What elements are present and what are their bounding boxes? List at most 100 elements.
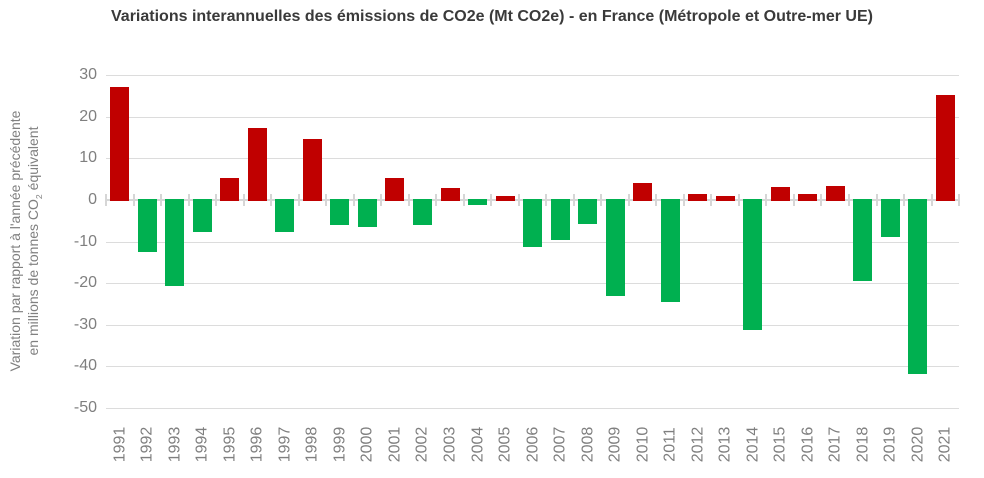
x-tick-label-2018: 2018: [854, 426, 872, 463]
y-tick-label-30: 30: [79, 66, 97, 83]
x-tick-label-1996: 1996: [248, 426, 266, 463]
category-tick: [545, 193, 548, 206]
x-tick-label-1995: 1995: [221, 426, 239, 463]
bar-2003: [440, 188, 460, 201]
bar-2000: [357, 198, 377, 227]
category-tick: [875, 193, 878, 206]
gridline--40: [106, 366, 959, 368]
category-tick: [765, 193, 768, 206]
x-tick-label-1998: 1998: [303, 426, 321, 463]
category-tick: [655, 193, 658, 206]
bar-2017: [825, 186, 845, 201]
bar-1992: [137, 198, 157, 252]
category-tick: [407, 193, 410, 206]
bar-1999: [330, 198, 350, 226]
category-tick: [380, 193, 383, 206]
x-tick-label-1999: 1999: [331, 426, 349, 463]
plot-area: [105, 75, 960, 409]
category-tick: [682, 193, 685, 206]
bar-2016: [798, 193, 818, 201]
bar-2019: [880, 198, 900, 238]
category-tick: [242, 193, 245, 206]
category-tick: [792, 193, 795, 206]
bar-2013: [715, 196, 735, 201]
y-tick-label--40: -40: [73, 357, 97, 375]
y-tick-label-10: 10: [79, 149, 97, 167]
bar-2021: [935, 94, 955, 201]
x-tick-label-2014: 2014: [744, 426, 762, 463]
bar-2011: [660, 198, 680, 302]
gridline--50: [106, 408, 959, 409]
category-tick: [847, 193, 850, 206]
gridline-20: [106, 116, 959, 118]
category-tick: [435, 193, 438, 206]
x-tick-label-2019: 2019: [881, 426, 899, 463]
bar-2015: [770, 186, 790, 201]
bar-1991: [110, 86, 130, 201]
category-tick: [270, 193, 273, 206]
category-tick: [737, 193, 740, 206]
x-tick-label-1997: 1997: [276, 426, 294, 463]
y-tick-label--20: -20: [73, 274, 97, 292]
category-tick: [325, 193, 328, 206]
x-tick-label-2013: 2013: [716, 426, 734, 463]
x-tick-label-2000: 2000: [358, 426, 376, 463]
x-tick-label-1993: 1993: [166, 426, 184, 463]
category-tick: [572, 193, 575, 206]
category-tick: [215, 193, 218, 206]
x-tick-label-1994: 1994: [193, 426, 211, 463]
category-tick: [462, 193, 465, 206]
x-tick-label-2004: 2004: [469, 426, 486, 463]
x-tick-label-2001: 2001: [386, 426, 404, 463]
category-tick: [132, 193, 135, 206]
x-tick-label-2010: 2010: [634, 426, 652, 463]
bar-2014: [743, 198, 763, 330]
x-tick-label-2002: 2002: [413, 426, 431, 463]
category-tick: [627, 193, 630, 206]
bar-2010: [633, 183, 653, 201]
category-tick: [903, 193, 905, 206]
bar-1994: [192, 198, 212, 233]
gridline-10: [106, 158, 959, 160]
gridline--30: [106, 324, 959, 326]
bar-1998: [302, 138, 322, 201]
category-tick: [600, 193, 603, 206]
chart-title: Variations interannuelles des émissions …: [111, 8, 873, 25]
bar-2008: [578, 198, 597, 224]
gridline--20: [106, 283, 959, 285]
category-tick: [297, 193, 300, 206]
bar-2001: [385, 178, 405, 201]
x-tick-label-2007: 2007: [551, 426, 569, 463]
bar-2006: [523, 198, 542, 247]
y-tick-label--30: -30: [73, 315, 97, 333]
bar-2004: [468, 198, 487, 206]
y-tick-label-20: 20: [79, 107, 97, 125]
x-tick-label-2017: 2017: [826, 426, 844, 463]
x-tick-label-2016: 2016: [799, 426, 817, 463]
category-tick: [105, 193, 107, 206]
bar-2012: [688, 193, 708, 201]
category-tick: [352, 193, 355, 206]
bar-2020: [908, 198, 928, 375]
category-tick: [930, 193, 933, 206]
x-tick-label-2015: 2015: [771, 426, 789, 463]
bar-1995: [220, 177, 240, 201]
x-tick-label-1992: 1992: [138, 426, 156, 463]
y-tick-label--50: -50: [73, 399, 97, 416]
category-tick: [490, 193, 493, 206]
x-tick-label-2005: 2005: [496, 426, 514, 463]
x-tick-label-2021: 2021: [936, 426, 954, 463]
bar-1996: [247, 127, 267, 201]
x-tick-label-2003: 2003: [441, 426, 459, 463]
x-tick-label-2011: 2011: [661, 427, 679, 462]
y-tick-label--10: -10: [73, 232, 97, 250]
x-tick-label-2009: 2009: [606, 426, 624, 463]
category-tick: [958, 193, 960, 206]
bar-1997: [275, 198, 295, 233]
bar-2018: [853, 198, 873, 281]
x-tick-label-2012: 2012: [689, 426, 707, 463]
bar-2007: [550, 198, 570, 240]
x-tick-label-2006: 2006: [524, 426, 541, 463]
bar-1993: [165, 198, 185, 286]
